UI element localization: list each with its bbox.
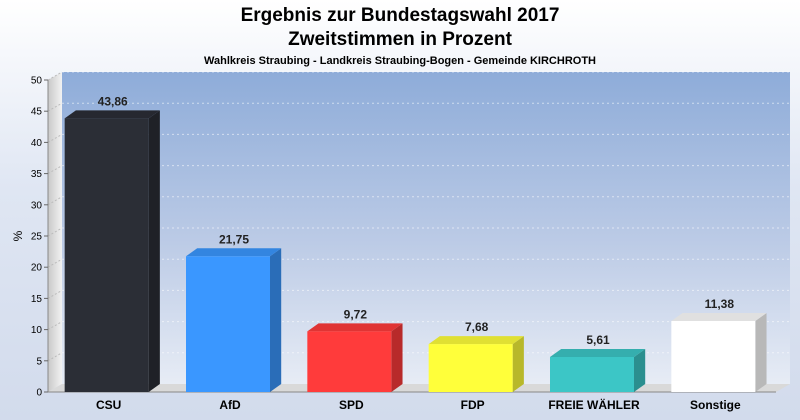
bar-side [512, 336, 524, 392]
bar: 7,68 [428, 320, 524, 392]
y-tick-label: 45 [31, 107, 43, 118]
category-label: AfD [219, 398, 241, 412]
grid-line-wall [47, 196, 63, 206]
bar-front [671, 320, 756, 392]
bar: 5,61 [550, 333, 646, 392]
chart-title-line-1: Ergebnis zur Bundestagswahl 2017 [240, 5, 560, 26]
grid-lines [47, 71, 790, 362]
y-tick-label: 10 [31, 325, 43, 336]
bar-side [270, 248, 282, 392]
bar-top [64, 110, 160, 119]
bar-value-label: 5,61 [586, 333, 610, 347]
y-tick-label: 15 [31, 294, 43, 305]
category-label: SPD [339, 398, 364, 412]
y-tick-label: 40 [31, 138, 43, 149]
bars: 43,86 21,75 9,72 7,68 5,61 11,38 [64, 94, 767, 392]
category-labels: CSU AfD SPD FDP FREIE WÄHLER Sonstige [96, 397, 741, 412]
bar-side [634, 348, 646, 392]
bar-value-label: 43,86 [98, 94, 128, 108]
bar: 11,38 [671, 297, 767, 392]
bar-top [307, 323, 403, 332]
bar-side [391, 323, 403, 392]
bar-side [148, 110, 160, 392]
grid-line-wall [47, 165, 63, 175]
bar-front [186, 256, 270, 392]
bar-top [186, 248, 282, 257]
y-tick-label: 5 [36, 356, 42, 367]
bar-front [307, 331, 392, 392]
category-label: Sonstige [690, 398, 741, 412]
category-label: FREIE WÄHLER [548, 397, 640, 412]
bar: 43,86 [64, 94, 160, 392]
grid-line-wall [47, 321, 63, 331]
bar-value-label: 7,68 [465, 320, 489, 334]
chart-subtitle: Wahlkreis Straubing - Landkreis Straubin… [204, 55, 596, 67]
grid-line-wall [47, 133, 63, 143]
grid-line-wall [47, 352, 63, 362]
bar-front [428, 344, 513, 392]
bar-top [671, 312, 767, 321]
y-axis-title: % [11, 230, 25, 241]
bar: 21,75 [186, 232, 282, 392]
grid-line-wall [47, 258, 63, 268]
bar-top [428, 336, 524, 345]
bar-value-label: 11,38 [705, 297, 735, 311]
bar-side [755, 312, 767, 392]
category-label: CSU [96, 398, 121, 412]
bar-value-label: 9,72 [344, 307, 368, 321]
chart-title-block: Ergebnis zur Bundestagswahl 2017 Zweitst… [0, 4, 800, 67]
bar-front [64, 118, 149, 392]
bar-front [550, 356, 634, 392]
y-tick-label: 30 [31, 200, 43, 211]
chart-title-line-2: Zweitstimmen in Prozent [288, 29, 512, 50]
grid-line-wall [47, 102, 63, 112]
y-axis-ticks: 0 5 10 15 20 25 30 35 40 45 50 [31, 76, 48, 399]
grid-line-wall [47, 289, 63, 299]
y-tick-label: 0 [36, 388, 42, 399]
y-tick-label: 35 [31, 169, 43, 180]
bar: 9,72 [307, 307, 403, 392]
y-tick-label: 20 [31, 263, 43, 274]
y-tick-label: 50 [31, 76, 43, 87]
y-tick-label: 25 [31, 232, 43, 243]
bar-top [550, 348, 646, 357]
grid-line-wall [47, 227, 63, 237]
category-label: FDP [461, 398, 485, 412]
bar-value-label: 21,75 [219, 232, 249, 246]
grid-line-wall [47, 71, 63, 81]
